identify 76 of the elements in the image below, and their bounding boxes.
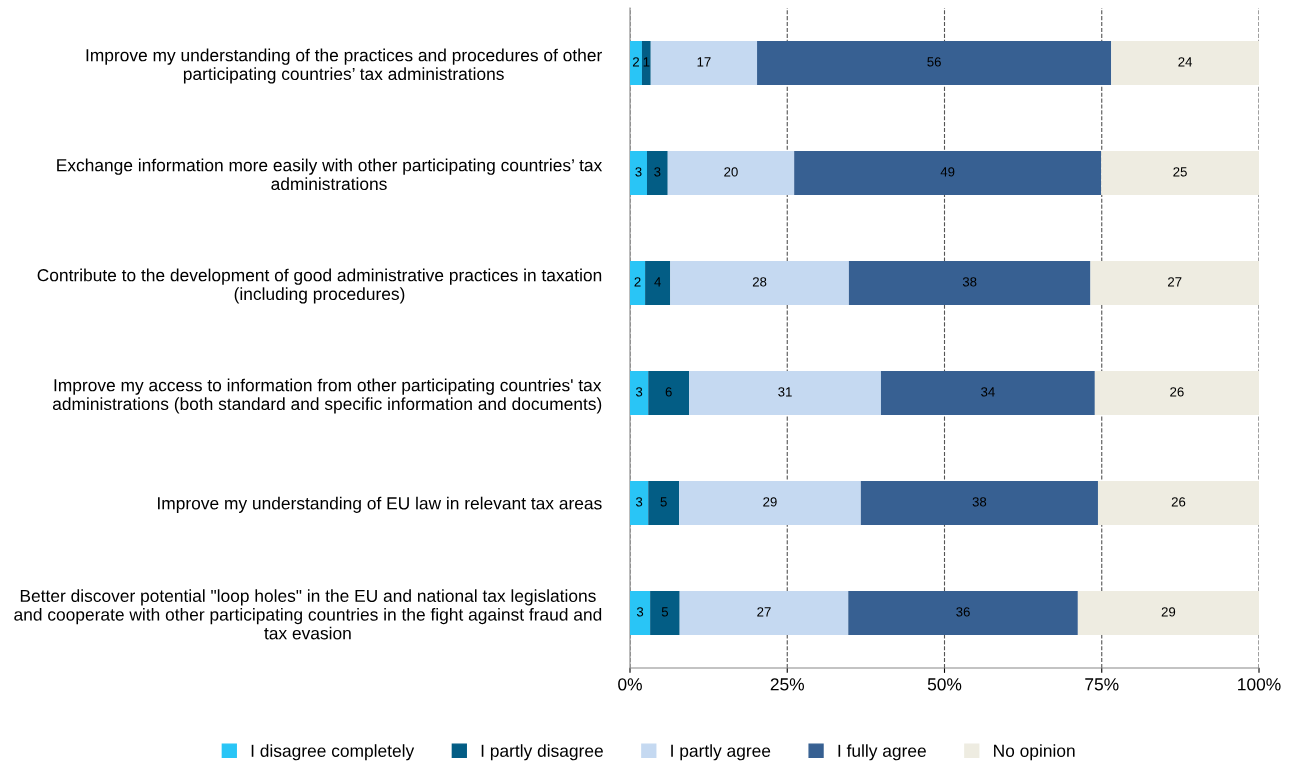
bar xyxy=(670,261,849,305)
data-label: 38 xyxy=(972,497,987,507)
data-label: 25 xyxy=(1173,167,1187,177)
bar xyxy=(757,41,1112,85)
data-label: 2 xyxy=(632,57,639,67)
bar xyxy=(646,151,668,195)
legend-label: I fully agree xyxy=(838,744,926,761)
data-label: 3 xyxy=(635,167,642,177)
x-tick-label: 100% xyxy=(1238,678,1281,691)
bar xyxy=(648,481,680,525)
bar xyxy=(641,41,651,85)
data-label: 4 xyxy=(654,277,661,287)
data-label: 29 xyxy=(1161,607,1176,617)
bar xyxy=(1077,591,1259,635)
y-tick-label: Contribute to the development of good administrative practices in taxation (including procedures) xyxy=(37,268,602,304)
bar xyxy=(1097,481,1259,525)
data-label: 20 xyxy=(724,167,738,177)
data-label: 26 xyxy=(1170,387,1184,397)
y-tick-label: Better discover potential "loop holes" in the EU and national tax legislations and cooperate with other participating countries in the fight against fraud and tax evasion xyxy=(14,589,602,640)
y-tick-label: Exchange information more easily with other participating countries’ tax administrations xyxy=(57,158,603,191)
x-tick-label: 50% xyxy=(927,678,962,691)
data-label: 27 xyxy=(1168,277,1182,287)
bar xyxy=(1094,371,1259,415)
legend-label: I partly agree xyxy=(671,744,771,761)
bar xyxy=(679,481,861,525)
x-tick-label: 25% xyxy=(770,678,805,691)
data-label: 34 xyxy=(981,387,995,397)
bar xyxy=(880,371,1095,415)
bar xyxy=(630,261,646,305)
data-label: 31 xyxy=(778,387,792,397)
data-label: 2 xyxy=(634,277,641,287)
y-tick-label: Improve my access to information from other participating countries' tax administrations (both standard and specific information and documents) xyxy=(52,378,602,414)
bar xyxy=(860,481,1098,525)
bar xyxy=(1090,261,1259,305)
data-label: 6 xyxy=(665,387,672,397)
bar xyxy=(630,151,647,195)
bar xyxy=(645,261,671,305)
data-label: 5 xyxy=(661,607,669,617)
data-label: 1 xyxy=(643,57,650,67)
bar xyxy=(689,371,881,415)
bar xyxy=(630,591,651,635)
data-label: 24 xyxy=(1178,57,1193,67)
bar xyxy=(794,151,1102,195)
bar xyxy=(848,261,1091,305)
legend-label: No opinion xyxy=(994,744,1075,761)
y-tick-label: Improve my understanding of EU law in relevant tax areas xyxy=(158,496,602,513)
data-label: 3 xyxy=(654,167,661,177)
data-label: 3 xyxy=(636,607,644,617)
bar xyxy=(679,591,849,635)
bar xyxy=(630,481,649,525)
data-label: 26 xyxy=(1171,497,1186,507)
bar xyxy=(1101,151,1259,195)
data-label: 3 xyxy=(635,387,643,397)
legend-label: I disagree completely xyxy=(251,744,415,761)
data-label: 56 xyxy=(927,57,941,67)
bar xyxy=(630,41,642,85)
bar xyxy=(630,371,649,415)
y-tick-label: Improve my understanding of the practices and procedures of other participating countries’ tax administrations xyxy=(86,48,602,84)
data-label: 38 xyxy=(962,277,977,287)
bar xyxy=(667,151,795,195)
bar xyxy=(1111,41,1259,85)
data-label: 28 xyxy=(752,277,767,287)
data-label: 5 xyxy=(660,497,667,507)
data-label: 29 xyxy=(763,497,777,507)
legend-label: I partly disagree xyxy=(481,744,603,761)
data-label: 49 xyxy=(940,167,955,177)
data-label: 17 xyxy=(697,57,711,67)
x-tick-label: 75% xyxy=(1085,678,1119,691)
data-label: 27 xyxy=(757,607,771,617)
bar xyxy=(650,591,680,635)
bar xyxy=(650,41,758,85)
bar xyxy=(648,371,690,415)
data-label: 3 xyxy=(635,497,643,507)
x-tick-label: 0% xyxy=(618,678,642,691)
data-label: 36 xyxy=(956,607,970,617)
bar xyxy=(848,591,1078,635)
